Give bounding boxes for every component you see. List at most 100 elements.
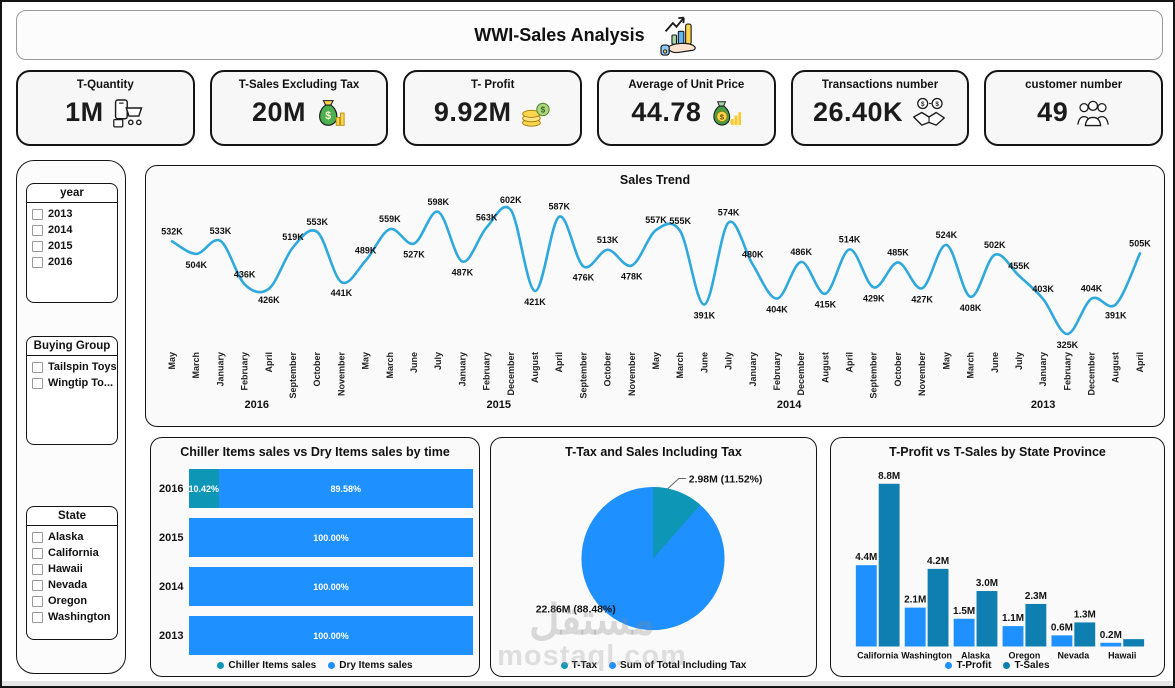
column-t-profit-oregon[interactable] <box>1002 626 1024 647</box>
x-axis-month-label: April <box>1135 352 1145 372</box>
bar-segment-dry-items-sales[interactable]: 89.58% <box>218 469 473 508</box>
column-t-sales-nevada[interactable] <box>1074 622 1096 647</box>
sales-trend-chart: Sales Trend 532K 504K 533K 436K 426K 519K 553K… <box>145 165 1165 427</box>
legend-item-t-profit[interactable]: T-Profit <box>945 660 991 671</box>
column-value-label: 0.2M <box>1100 630 1122 641</box>
checkbox-icon[interactable] <box>32 224 43 236</box>
legend-item-dry-items-sales[interactable]: Dry Items sales <box>328 660 413 671</box>
year-option-2014[interactable]: 2014 <box>32 224 113 236</box>
stacked-bar[interactable]: 100.00% <box>189 616 473 655</box>
data-point-label: 553K <box>306 217 328 227</box>
chiller-vs-dry-plot[interactable]: 2016 10.42% 89.58% 2015 100.00% 2014 100.00% 20… <box>159 469 473 665</box>
x-axis-month-label: December <box>506 352 516 396</box>
year-option-2016[interactable]: 2016 <box>32 256 113 268</box>
profit-sales-plot[interactable]: 4.4M 8.8M California 2.1M 4.2M Washington 1.5M… <box>831 462 1164 662</box>
data-point-label: 489K <box>355 246 377 256</box>
stacked-bar[interactable]: 100.00% <box>189 567 473 606</box>
bar-segment-dry-items-sales[interactable]: 100.00% <box>189 567 473 606</box>
checkbox-icon[interactable] <box>32 240 43 252</box>
callout-line <box>667 478 686 489</box>
pie-slice-t-tax[interactable] <box>653 486 701 559</box>
data-point-label: 524K <box>936 230 958 240</box>
option-label: Hawaii <box>48 563 83 575</box>
x-axis-category-label: Washington <box>901 650 952 660</box>
column-t-sales-california[interactable] <box>878 483 900 647</box>
buying-group-option-tailspin[interactable]: Tailspin Toys <box>32 361 117 373</box>
x-axis-month-label: May <box>167 352 177 369</box>
option-label: Oregon <box>48 595 88 607</box>
stacked-bar[interactable]: 100.00% <box>189 518 473 557</box>
x-axis-category-label: Hawaii <box>1108 650 1136 660</box>
chiller-vs-dry-legend: Chiller Items sales Dry Items sales <box>151 660 479 671</box>
legend-item-t-tax[interactable]: T-Tax <box>560 660 597 671</box>
x-axis-month-label: September <box>869 352 879 399</box>
buying-group-option-wingtip[interactable]: Wingtip To... <box>32 377 113 389</box>
column-t-profit-california[interactable] <box>855 565 877 647</box>
kpi-title: T- Profit <box>470 79 515 91</box>
column-t-profit-washington[interactable] <box>904 607 926 647</box>
x-axis-month-label: September <box>578 352 588 399</box>
column-value-label: 0.6M <box>1051 622 1073 633</box>
legend-item-sum-of-total-including-tax[interactable]: Sum of Total Including Tax <box>609 660 746 671</box>
profit-sales-title: T-Profit vs T-Sales by State Province <box>889 445 1106 459</box>
legend-label: Chiller Items sales <box>228 660 317 671</box>
state-option-california[interactable]: California <box>32 547 113 559</box>
checkbox-icon[interactable] <box>32 361 43 373</box>
year-option-2013[interactable]: 2013 <box>32 208 113 220</box>
option-label: Washington <box>48 611 111 623</box>
checkbox-icon[interactable] <box>32 563 43 575</box>
data-point-label: 429K <box>863 293 885 303</box>
checkbox-icon[interactable] <box>32 579 43 591</box>
legend-item-t-sales[interactable]: T-Sales <box>1003 660 1050 671</box>
bar-segment-label: 10.42% <box>188 483 220 494</box>
bar-segment-chiller-items-sales[interactable]: 10.42% <box>189 469 219 508</box>
stacked-bar[interactable]: 10.42% 89.58% <box>189 469 473 508</box>
state-option-washington[interactable]: Washington <box>32 611 113 623</box>
kpi-card-profit: T- Profit 9.92M $ <box>403 70 583 146</box>
buying-group-filter-title: Buying Group <box>27 337 117 356</box>
tax-pie-chart: T-Tax and Sales Including Tax 2.98M (11.… <box>490 437 817 677</box>
kpi-card-avg-unit-price: Average of Unit Price 44.78 $ <box>597 70 776 146</box>
x-axis-month-label: March <box>191 352 201 378</box>
column-t-sales-oregon[interactable] <box>1025 603 1047 647</box>
option-label: 2015 <box>48 240 73 252</box>
checkbox-icon[interactable] <box>32 208 43 220</box>
x-axis-year-label: 2014 <box>777 399 802 411</box>
data-point-label: 527K <box>403 250 425 260</box>
column-t-profit-hawaii[interactable] <box>1100 642 1122 647</box>
tax-pie-plot[interactable]: 2.98M (11.52%) 22.86M (88.48%) <box>491 466 816 662</box>
column-t-sales-hawaii[interactable] <box>1123 639 1145 647</box>
data-point-label: 485K <box>887 247 909 257</box>
column-t-profit-alaska[interactable] <box>953 618 975 647</box>
data-point-label: 555K <box>669 216 691 226</box>
bar-segment-dry-items-sales[interactable]: 100.00% <box>189 616 473 655</box>
kpi-title: Transactions number <box>821 79 939 91</box>
category-label: 2015 <box>159 531 184 544</box>
year-option-2015[interactable]: 2015 <box>32 240 113 252</box>
legend-item-chiller-items-sales[interactable]: Chiller Items sales <box>217 660 316 671</box>
column-t-sales-alaska[interactable] <box>976 591 998 647</box>
data-point-label: 502K <box>984 240 1006 250</box>
state-option-nevada[interactable]: Nevada <box>32 579 113 591</box>
bar-segment-label: 100.00% <box>313 581 349 592</box>
state-option-hawaii[interactable]: Hawaii <box>32 563 113 575</box>
state-option-alaska[interactable]: Alaska <box>32 531 113 543</box>
checkbox-icon[interactable] <box>32 256 43 268</box>
checkbox-icon[interactable] <box>32 377 43 389</box>
checkbox-icon[interactable] <box>32 547 43 559</box>
x-axis-month-label: July <box>724 352 734 370</box>
bar-segment-label: 100.00% <box>313 630 349 641</box>
checkbox-icon[interactable] <box>32 531 43 543</box>
kpi-title: customer number <box>1025 79 1123 91</box>
trend-line[interactable] <box>170 205 1142 336</box>
checkbox-icon[interactable] <box>32 595 43 607</box>
state-option-oregon[interactable]: Oregon <box>32 595 113 607</box>
svg-text:$: $ <box>935 101 939 108</box>
column-t-profit-nevada[interactable] <box>1051 635 1073 647</box>
checkbox-icon[interactable] <box>32 611 43 623</box>
bar-segment-dry-items-sales[interactable]: 100.00% <box>189 518 473 557</box>
column-t-sales-washington[interactable] <box>927 568 949 647</box>
money-bag-icon: $ <box>319 99 345 126</box>
